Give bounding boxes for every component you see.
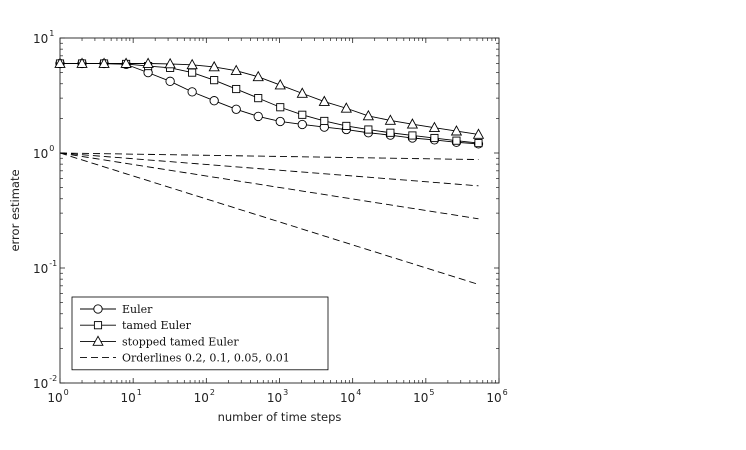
data-point bbox=[384, 114, 397, 125]
data-point bbox=[142, 57, 154, 68]
data-point bbox=[254, 94, 263, 103]
data-point bbox=[164, 57, 176, 69]
series-0 bbox=[55, 58, 484, 149]
data-point bbox=[362, 109, 375, 121]
data-point bbox=[297, 119, 307, 130]
data-point bbox=[186, 58, 198, 70]
y-tick-label: 10-1 bbox=[33, 259, 57, 276]
data-point bbox=[452, 136, 461, 145]
data-point bbox=[76, 57, 88, 68]
series-3 bbox=[59, 152, 479, 285]
legend-label: stopped tamed Euler bbox=[122, 335, 239, 348]
data-point bbox=[408, 131, 417, 140]
x-tick-label: 100 bbox=[47, 388, 68, 405]
data-point bbox=[298, 110, 307, 119]
x-axis-label: number of time steps bbox=[218, 410, 342, 424]
data-point bbox=[428, 121, 441, 133]
x-tick-label: 105 bbox=[413, 388, 434, 405]
data-point bbox=[318, 95, 330, 106]
legend-marker bbox=[92, 335, 104, 346]
data-point bbox=[253, 111, 263, 122]
data-point bbox=[296, 87, 308, 98]
data-point bbox=[232, 84, 241, 94]
data-point bbox=[54, 57, 66, 68]
data-point bbox=[474, 139, 483, 148]
data-point bbox=[430, 133, 439, 143]
x-tick-label: 101 bbox=[120, 388, 141, 405]
series-1 bbox=[55, 59, 483, 148]
data-point bbox=[209, 96, 219, 106]
data-point bbox=[320, 116, 329, 125]
data-point bbox=[364, 125, 373, 134]
data-point bbox=[386, 128, 395, 137]
plot-area bbox=[54, 57, 485, 285]
legend-label: tamed Euler bbox=[122, 319, 192, 332]
y-axis-label: error estimate bbox=[8, 169, 22, 251]
data-point bbox=[472, 128, 485, 139]
series-line-1 bbox=[60, 63, 479, 144]
data-point bbox=[275, 116, 285, 127]
y-tick-label: 101 bbox=[33, 29, 54, 46]
data-point bbox=[120, 57, 132, 68]
data-point bbox=[276, 103, 285, 112]
data-point bbox=[230, 64, 242, 76]
series-line-2 bbox=[60, 63, 479, 135]
data-point bbox=[231, 104, 241, 114]
data-point bbox=[210, 76, 219, 85]
y-tick-label: 100 bbox=[33, 144, 54, 161]
legend-label: Orderlines 0.2, 0.1, 0.05, 0.01 bbox=[122, 352, 290, 365]
x-tick-label: 102 bbox=[194, 388, 215, 405]
orderline-0.01 bbox=[59, 152, 479, 161]
data-point bbox=[450, 125, 463, 136]
x-tick-label: 103 bbox=[267, 388, 288, 405]
data-point bbox=[342, 121, 351, 130]
legend-marker bbox=[93, 304, 103, 314]
data-point bbox=[98, 57, 110, 68]
x-tick-label: 106 bbox=[486, 388, 507, 405]
data-point bbox=[274, 78, 286, 90]
orderline-0.1 bbox=[59, 152, 479, 220]
y-tick-label: 10-2 bbox=[33, 374, 57, 391]
data-point bbox=[340, 102, 352, 113]
data-point bbox=[252, 70, 264, 82]
orderline-0.05 bbox=[59, 152, 479, 187]
data-point bbox=[208, 60, 220, 72]
legend: Euler tamed Euler stopped tamed Euler Order… bbox=[71, 296, 329, 371]
legend-marker bbox=[93, 321, 103, 330]
orderline-0.2 bbox=[59, 152, 479, 285]
series-2 bbox=[54, 57, 485, 139]
data-point bbox=[188, 68, 197, 77]
x-tick-label: 104 bbox=[340, 388, 361, 405]
legend-label: Euler bbox=[122, 303, 153, 316]
data-point bbox=[406, 118, 419, 129]
data-point bbox=[165, 76, 175, 86]
data-point bbox=[187, 87, 197, 97]
